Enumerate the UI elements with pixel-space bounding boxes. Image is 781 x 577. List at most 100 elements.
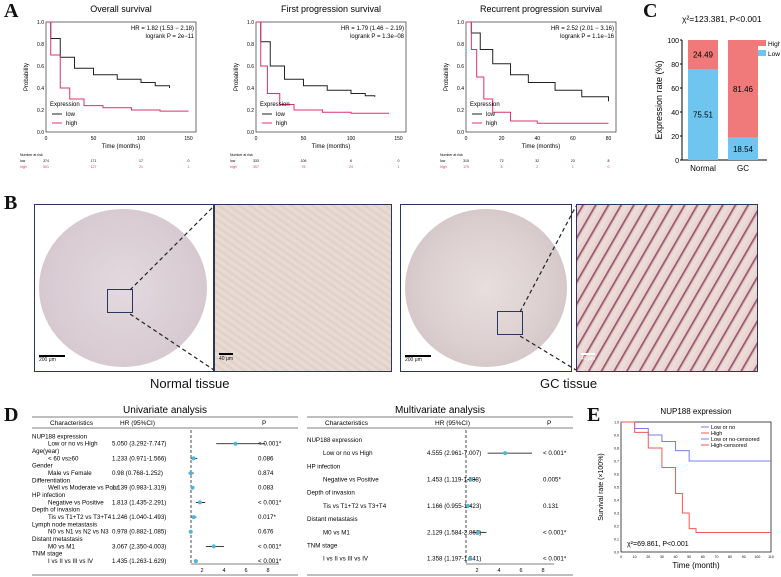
x-tick-label: 20 (499, 136, 505, 142)
y-tick-label: 0.1 (614, 538, 619, 542)
logrank-text: logrank P = 1.1e−16 (560, 34, 615, 40)
normal-tissue-caption: Normal tissue (150, 376, 230, 391)
y-tick-label: 0.2 (37, 108, 44, 114)
row-p: < 0.001* (543, 450, 567, 457)
risk-low-label: low (20, 159, 26, 163)
row-hr: 0.978 (0.882-1.085) (112, 529, 166, 536)
multivariate-forest-plot: Multivariate analysis Characteristics HR (… (307, 405, 573, 576)
legend-label: Low or no (768, 51, 780, 58)
row-p: 0.131 (543, 503, 559, 510)
y-tick-label: 0.0 (614, 551, 619, 555)
y-tick-label: 100 (667, 38, 679, 45)
legend-label: Low or no (711, 425, 735, 431)
row-label: Differentiation (32, 477, 71, 484)
row-p: 0.005* (543, 477, 561, 484)
y-tick-label: 0.4 (247, 86, 254, 92)
scale-bar (405, 355, 431, 357)
row-hr: 1.435 (1.263-1.629) (112, 558, 166, 565)
high-curve (46, 21, 189, 112)
row-hr: 5.050 (3.292-7.747) (112, 441, 166, 448)
annotation: χ²=69.861, P<0.001 (627, 541, 689, 548)
y-tick-label: 1.0 (37, 20, 44, 26)
risk-high-value: 1 (572, 165, 574, 169)
x-tick-label: GC (737, 164, 749, 173)
risk-high-value: 179 (463, 165, 469, 169)
x-tick-label: 0 (255, 136, 258, 142)
forest-title: Univariate analysis (123, 405, 207, 416)
row-hr: 4.555 (2.961-7.007) (427, 450, 481, 457)
forest-title: Multivariate analysis (395, 405, 485, 416)
km-title: Overall survival (90, 4, 152, 14)
bar-gc-0 (728, 137, 758, 160)
risk-high-label: high (440, 165, 447, 169)
risk-high-value: 76 (302, 165, 306, 169)
row-hr: 1.246 (1.040-1.493) (112, 514, 166, 521)
col-hr: HR (95%CI) (435, 420, 470, 427)
km-plot-1: Overall survival HR = 1.82 (1.53 − 2.18) l… (20, 4, 197, 169)
plot-frame (620, 421, 772, 553)
x-tick-label: 40 (534, 136, 540, 142)
panel-letter-e: E (587, 404, 601, 426)
forest-x-tick: 8 (541, 568, 544, 574)
zoom-lines-gc (520, 205, 577, 371)
risk-low-value: 6 (350, 159, 352, 163)
y-tick-label: 0.2 (457, 108, 464, 114)
row-label: Low or no vs High (323, 450, 373, 457)
stacked-bar-chart: χ²=123.381, P<0.001 Expression rate (%) 0 2… (654, 14, 780, 173)
y-tick-label: 0.7 (614, 460, 619, 464)
row-hr: 0.98 (0.768-1.252) (112, 470, 163, 477)
row-label: Tis vs T1+T2 vs T3+T4 (48, 514, 112, 521)
y-tick-label: 40 (671, 110, 679, 117)
row-label: Gender (32, 463, 53, 470)
row-p: < 0.001* (258, 441, 282, 448)
y-tick-label: 0 (675, 158, 679, 165)
row-label: M0 vs M1 (323, 529, 350, 536)
risk-high-label: high (20, 165, 27, 169)
legend-label: High (768, 41, 780, 48)
hr-point (467, 556, 472, 561)
x-tick-label: 0 (465, 136, 468, 142)
panel-letter-d: D (4, 404, 19, 426)
forest-x-tick: 4 (222, 568, 225, 574)
y-tick-label: 0.2 (247, 108, 254, 114)
scale-label: 200 μm (39, 357, 56, 363)
y-tick-label: 20 (671, 134, 679, 141)
row-label: Male vs Female (48, 470, 92, 477)
chart-title: χ²=123.381, P<0.001 (682, 14, 762, 24)
risk-high-label: high (230, 165, 237, 169)
low-curve (466, 21, 609, 102)
scale-bar (39, 355, 65, 357)
risk-low-value: 333 (253, 159, 259, 163)
row-p: < 0.001* (543, 529, 567, 536)
row-hr: 1.139 (0.983-1.319) (112, 485, 166, 492)
legend-low-label: low (66, 112, 76, 118)
x-tick-label: 30 (660, 555, 664, 559)
x-tick-label: 0 (45, 136, 48, 142)
x-tick-label: 20 (646, 555, 650, 559)
chart-title: NUP188 expression (660, 407, 731, 416)
risk-title: Number at risk (230, 153, 253, 157)
y-tick-label: 0.0 (37, 130, 44, 136)
legend-label: High (711, 431, 722, 437)
col-hr: HR (95%CI) (120, 420, 155, 427)
risk-high-value: 1 (188, 165, 190, 169)
risk-high-value: 127 (91, 165, 97, 169)
row-hr: 1.358 (1.197-1.541) (427, 556, 481, 563)
x-tick-label: Normal (690, 164, 716, 173)
scale-label: 40 μm (219, 356, 233, 362)
x-tick-label: 40 (674, 555, 678, 559)
x-axis-label: Time (months) (102, 144, 140, 150)
row-label: Distant metastasis (307, 516, 358, 523)
row-hr: 1.233 (0.971-1.566) (112, 455, 166, 462)
y-axis-label: Probability (234, 63, 240, 91)
forest-x-tick: 6 (519, 568, 522, 574)
row-label: N0 vs N1 vs N2 vs N3 (48, 529, 109, 536)
low-curve (256, 21, 376, 97)
x-tick-label: 80 (728, 555, 732, 559)
col-char: Characteristics (50, 420, 94, 427)
y-axis-label: Survival rate (×100%) (598, 453, 605, 521)
row-label: Lymph node metastasis (32, 521, 97, 528)
x-axis-label: Time (month) (672, 561, 720, 570)
risk-low-label: low (230, 159, 236, 163)
row-p: < 0.001* (258, 543, 282, 550)
